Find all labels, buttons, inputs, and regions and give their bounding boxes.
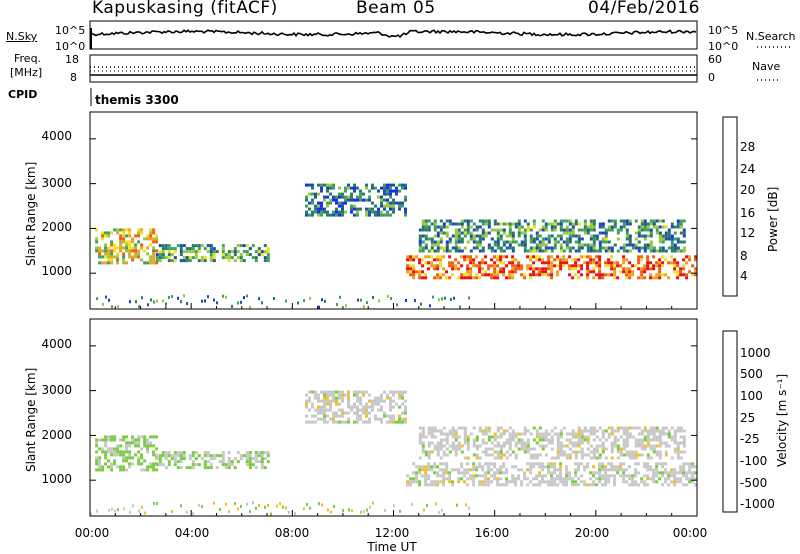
cb2-tick-m100: -100 bbox=[740, 454, 768, 468]
panel-2-echo-region-4 bbox=[406, 462, 698, 487]
cb1-tick-16: 16 bbox=[740, 206, 756, 220]
nsky-tick-low: 10^0 bbox=[55, 40, 86, 53]
nave-tick-low: 0 bbox=[708, 71, 715, 84]
nsearch-label: N.Search bbox=[746, 30, 796, 43]
nsky-trace bbox=[89, 29, 697, 39]
cb2-tick-100: 100 bbox=[740, 389, 763, 403]
xtick-1200: 12:00 bbox=[374, 526, 410, 540]
velocity-colorbar-frame bbox=[722, 330, 738, 513]
xtick-1600: 16:00 bbox=[474, 526, 510, 540]
cb2-tick-25: 25 bbox=[740, 411, 756, 425]
cb1-tick-8: 8 bbox=[740, 249, 748, 263]
panel-1-echo-region-1 bbox=[95, 228, 159, 265]
cb1-tick-28: 28 bbox=[740, 140, 756, 154]
p1-ytick-3000: 3000 bbox=[41, 176, 72, 190]
freq-unit-label: [MHz] bbox=[10, 66, 43, 79]
xtick-2400: 00:00 bbox=[672, 526, 708, 540]
p2-ylabel: Slant Range [km] bbox=[24, 367, 38, 472]
cb1-tick-24: 24 bbox=[740, 162, 756, 176]
p1-ytick-4000: 4000 bbox=[41, 129, 72, 143]
p2-ytick-3000: 3000 bbox=[41, 383, 72, 397]
p1-ytick-2000: 2000 bbox=[41, 220, 72, 234]
panel-2-near-range-scatter bbox=[90, 501, 470, 516]
freq-tick-high: 18 bbox=[65, 53, 79, 66]
p2-ytick-2000: 2000 bbox=[41, 428, 72, 442]
cb2-tick-1000: 1000 bbox=[740, 346, 771, 360]
p2-ytick-4000: 4000 bbox=[41, 337, 72, 351]
panel-1-echo-region-5 bbox=[418, 219, 686, 253]
panel-1-echo-region-3 bbox=[305, 183, 407, 217]
panel-2-echo-region-5 bbox=[418, 426, 686, 460]
xtick-0800: 08:00 bbox=[274, 526, 310, 540]
p2-ytick-1000: 1000 bbox=[41, 472, 72, 486]
cb1-label: Power [dB] bbox=[766, 186, 780, 252]
station-title: Kapuskasing (fitACF) bbox=[92, 0, 278, 18]
cpid-value: themis 3300 bbox=[95, 93, 179, 107]
cb2-tick-m1000: -1000 bbox=[740, 497, 775, 511]
nsearch-tick-low: 10^0 bbox=[708, 40, 739, 53]
panel-1-echo-region-4 bbox=[406, 255, 698, 280]
nave-label: Nave bbox=[752, 60, 781, 73]
date-title: 04/Feb/2016 bbox=[588, 0, 700, 18]
xtick-2000: 20:00 bbox=[574, 526, 610, 540]
cb2-tick-m500: -500 bbox=[740, 476, 768, 490]
cb2-tick-m25: -25 bbox=[740, 432, 760, 446]
freq-panel bbox=[89, 54, 698, 83]
panel-1-echo-region-2 bbox=[155, 244, 270, 263]
xtick-0400: 04:00 bbox=[174, 526, 210, 540]
nsky-label: N.Sky bbox=[6, 30, 38, 43]
beam-title: Beam 05 bbox=[356, 0, 436, 18]
p1-ylabel: Slant Range [km] bbox=[24, 161, 38, 266]
cb1-tick-4: 4 bbox=[740, 269, 748, 283]
cb2-tick-500: 500 bbox=[740, 367, 763, 381]
cb1-tick-20: 20 bbox=[740, 183, 756, 197]
panel-1-near-range-scatter bbox=[96, 294, 470, 309]
cpid-label: CPID bbox=[8, 88, 38, 101]
panel-2-echo-region-2 bbox=[155, 451, 270, 470]
x-axis-label: Time UT bbox=[367, 540, 417, 554]
nsearch-tick-high: 10^5 bbox=[708, 24, 739, 37]
cb2-label: Velocity [m s⁻¹] bbox=[775, 373, 789, 467]
nsky-tick-high: 10^5 bbox=[55, 24, 86, 37]
freq-tick-low: 8 bbox=[70, 71, 77, 84]
p1-ytick-1000: 1000 bbox=[41, 264, 72, 278]
xtick-0000: 00:00 bbox=[74, 526, 110, 540]
panel-2-echo-region-3 bbox=[305, 390, 407, 424]
cb1-tick-12: 12 bbox=[740, 226, 756, 240]
freq-label: Freq. bbox=[14, 52, 42, 65]
panel-2-echo-region-1 bbox=[95, 435, 159, 472]
nave-tick-high: 60 bbox=[708, 53, 722, 66]
power-colorbar-frame bbox=[722, 116, 738, 297]
